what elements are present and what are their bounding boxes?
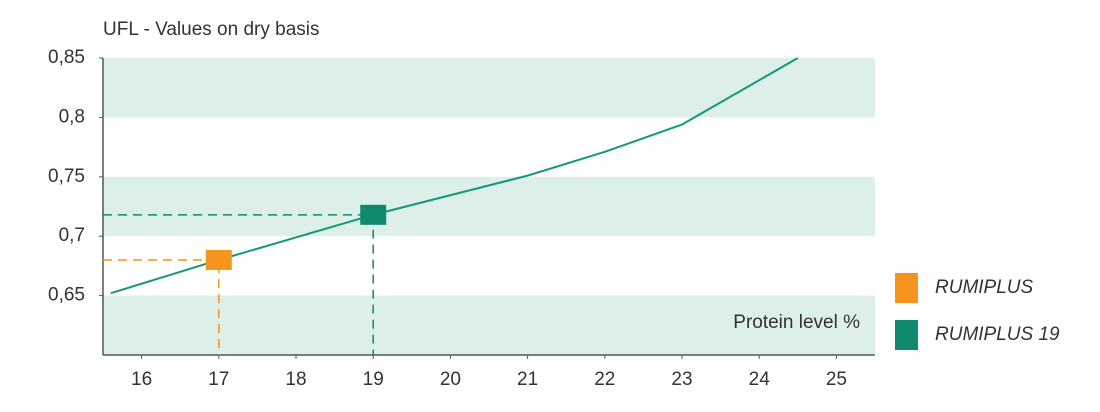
guide-line	[103, 259, 220, 355]
x-tick-label: 18	[285, 369, 306, 390]
x-tick-label: 24	[749, 369, 771, 390]
legend-swatch	[895, 320, 918, 350]
x-tick-label: 16	[131, 369, 152, 390]
y-tick-label: 0,7	[59, 225, 85, 246]
legend-label: RUMIPLUS 19	[935, 324, 1060, 345]
point	[360, 204, 387, 225]
legend-swatch	[895, 273, 918, 303]
y-tick-label: 0,8	[59, 106, 85, 127]
x-tick-label: 17	[208, 369, 229, 390]
band	[103, 295, 875, 355]
y-tick-label: 0,75	[48, 166, 85, 187]
y-tick-label: 0,65	[48, 285, 85, 306]
x-tick-label: 21	[517, 369, 538, 390]
x-tick-label: 19	[363, 369, 384, 390]
legend-label: RUMIPLUS	[935, 277, 1034, 298]
x-tick-label: 25	[826, 369, 847, 390]
x-tick-label: 23	[671, 369, 692, 390]
band	[103, 176, 875, 237]
annotation: Protein level %	[733, 312, 860, 333]
x-tick-label: 20	[440, 369, 461, 390]
point	[205, 249, 232, 270]
y-tick-label: 0,85	[48, 47, 85, 68]
band	[103, 58, 875, 118]
chart-title: UFL - Values on dry basis	[103, 19, 319, 40]
x-tick-label: 22	[594, 369, 615, 390]
